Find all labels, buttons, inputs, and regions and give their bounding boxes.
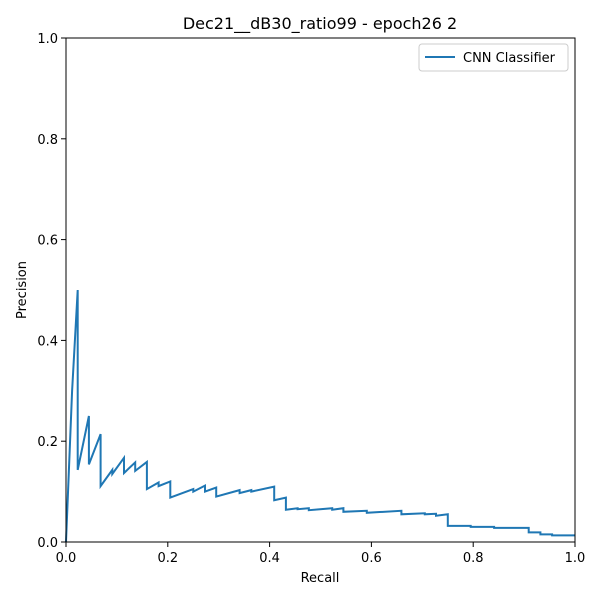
y-tick-label: 0.4 [37,334,58,349]
plot-frame [65,37,576,543]
legend-box [418,43,569,72]
x-tick-label: 0.4 [259,551,280,566]
x-tick-label: 0.8 [463,551,484,566]
legend-label-cnn-classifier: CNN Classifier [463,51,556,66]
y-tick-label: 0.6 [37,234,58,249]
legend: CNN Classifier [418,43,569,72]
x-axis-ticks: 0.0 0.2 0.4 0.6 0.8 1.0 [56,542,586,566]
x-tick-label: 1.0 [565,551,586,566]
y-tick-label: 0.2 [37,435,58,450]
y-tick-label: 1.0 [37,32,58,47]
plot-background [66,38,575,542]
x-axis-label: Recall [301,571,340,586]
y-tick-label: 0.8 [37,133,58,148]
x-tick-label: 0.6 [361,551,382,566]
y-tick-label: 0.0 [37,536,58,551]
series-line-cnn-classifier [65,289,575,543]
y-axis-label: Precision [15,261,30,319]
chart-title: Dec21__dB30_ratio99 - epoch26 2 [183,14,457,34]
plot-area [65,37,576,543]
x-tick-label: 0.0 [56,551,77,566]
x-tick-label: 0.2 [157,551,178,566]
y-axis-ticks: 0.0 0.2 0.4 0.6 0.8 1.0 [37,32,66,551]
